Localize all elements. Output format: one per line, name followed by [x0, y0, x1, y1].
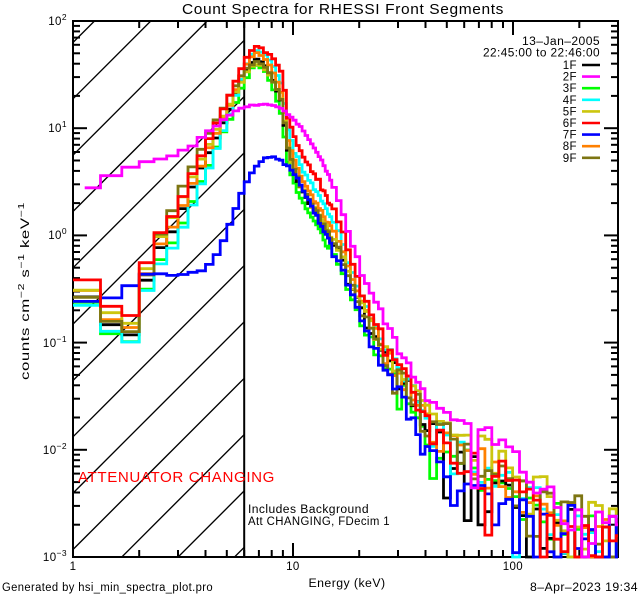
svg-text:13–Jan–2005: 13–Jan–2005	[522, 36, 600, 48]
svg-text:10: 10	[286, 561, 300, 573]
svg-text:22:45:00 to 22:46:00: 22:45:00 to 22:46:00	[483, 48, 600, 60]
svg-text:2F: 2F	[563, 72, 577, 84]
svg-text:1F: 1F	[563, 60, 577, 72]
svg-text:100: 100	[503, 561, 523, 573]
svg-text:Includes Background: Includes Background	[248, 504, 369, 516]
svg-text:Generated by hsi_min_spectra_p: Generated by hsi_min_spectra_plot.pro	[2, 582, 213, 594]
svg-text:Energy (keV): Energy (keV)	[309, 578, 386, 590]
svg-text:8F: 8F	[563, 141, 577, 153]
svg-text:Att CHANGING, FDecim 1: Att CHANGING, FDecim 1	[248, 516, 390, 528]
svg-text:5F: 5F	[563, 106, 577, 118]
svg-text:ATTENUATOR CHANGING: ATTENUATOR CHANGING	[78, 469, 275, 486]
svg-text:counts cm−2 s−1 keV−1: counts cm−2 s−1 keV−1	[16, 202, 32, 380]
svg-text:6F: 6F	[563, 118, 577, 130]
svg-text:3F: 3F	[563, 83, 577, 95]
svg-text:1: 1	[70, 561, 77, 573]
svg-text:8–Apr–2023 19:34: 8–Apr–2023 19:34	[530, 582, 638, 594]
svg-text:Count Spectra for RHESSI Front: Count Spectra for RHESSI Front Segments	[182, 1, 504, 18]
svg-text:9F: 9F	[563, 153, 577, 165]
svg-text:4F: 4F	[563, 95, 577, 107]
svg-text:7F: 7F	[563, 130, 577, 142]
